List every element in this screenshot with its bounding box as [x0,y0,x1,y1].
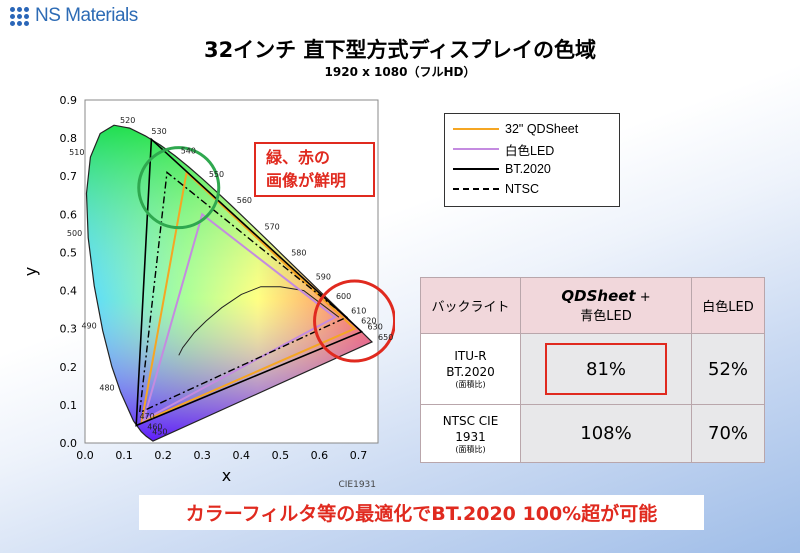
source-label: CIE1931 [338,480,376,490]
row-label-note: (面積比) [455,444,486,454]
wavelength-label: 500 [67,229,82,238]
logo-text: NS Materials [35,5,138,26]
callout-line-2: 画像が鮮明 [266,171,347,190]
row-label-line1: NTSC CIE [442,413,499,428]
row-label-line1: ITU-R [454,349,487,364]
cell-value: 81% [586,358,627,380]
red-highlight-circle [313,279,395,363]
table-header-backlight: バックライト [420,277,521,334]
highlight-box: 81% [545,343,668,396]
y-tick-label: 0.6 [60,208,78,221]
page-title: 32インチ 直下型方式ディスプレイの色域 [203,38,597,62]
legend-item-qdsheet: 32" QDSheet [453,119,619,139]
y-tick-label: 0.5 [60,246,78,259]
qdsheet-plus: + [635,290,651,305]
legend-swatch-ntsc [453,188,499,190]
wavelength-label: 630 [368,323,383,332]
y-tick-label: 0.3 [60,323,78,336]
gamut-ntsc [138,171,349,414]
logo-mark-icon [10,6,29,26]
wavelength-label: 650 [378,333,393,342]
wavelength-label: 450 [152,427,167,436]
wavelength-label: 530 [151,127,166,136]
row-label-line2: 1931 [455,429,486,444]
table-header-row: バックライト QDSheet + 青色LED 白色LED [420,277,765,334]
legend-swatch-qdsheet [453,128,499,130]
wavelength-label: 520 [120,116,135,125]
callout-line-1: 緑、赤の [266,148,331,167]
cell-led-bt2020: 52% [691,332,765,406]
row-label-ntsc: NTSC CIE 1931 (面積比) [420,404,521,463]
legend-label-bt2020: BT.2020 [505,162,551,176]
wavelength-label: 570 [264,223,279,232]
legend-item-white-led: 白色LED [453,139,619,159]
wavelength-label: 610 [351,307,366,316]
x-tick-label: 0.3 [193,449,211,462]
callout-box: 緑、赤の 画像が鮮明 [254,142,375,197]
x-tick-label: 0.5 [272,449,290,462]
company-logo: NS Materials [10,4,138,28]
cell-qd-ntsc: 108% [519,404,693,463]
x-tick-label: 0.7 [350,449,368,462]
legend-swatch-white-led [453,148,499,150]
row-label-line2: BT.2020 [446,365,495,380]
spectral-locus-outline [85,124,374,442]
wavelength-label: 540 [181,147,196,156]
gamut-bt2020 [135,137,364,427]
cell-qd-bt2020: 81% [519,332,693,406]
x-tick-label: 0.4 [233,449,251,462]
table-header-qdsheet: QDSheet + 青色LED [519,277,693,334]
table-header-white-led: 白色LED [691,277,765,334]
qdsheet-blue-led: 青色LED [580,309,632,324]
y-tick-label: 0.0 [60,437,78,450]
x-tick-label: 0.2 [154,449,172,462]
wavelength-label: 490 [81,322,96,331]
chart-legend: 32" QDSheet 白色LED BT.2020 NTSC [444,113,620,207]
table-row: ITU-R BT.2020 (面積比) 81% 52% [420,332,765,406]
wavelength-label: 470 [139,412,154,421]
table-row: NTSC CIE 1931 (面積比) 108% 70% [420,404,765,463]
y-tick-label: 0.1 [60,399,78,412]
legend-label-ntsc: NTSC [505,182,540,196]
y-tick-label: 0.4 [60,285,78,298]
green-highlight-circle [137,146,221,230]
qdsheet-brand: QDSheet [561,287,636,305]
y-tick-label: 0.2 [60,361,78,374]
legend-swatch-bt2020 [453,168,499,170]
wavelength-label: 560 [237,196,252,205]
page-subtitle: 1920 x 1080（フルHD） [324,65,476,79]
wavelength-label: 480 [99,383,114,392]
legend-item-bt2020: BT.2020 [453,159,619,179]
wavelength-label: 550 [209,170,224,179]
legend-label-qdsheet: 32" QDSheet [505,122,579,136]
comparison-table: バックライト QDSheet + 青色LED 白色LED ITU-R BT.20… [420,277,765,463]
x-axis-label: x [222,466,231,485]
row-label-bt2020: ITU-R BT.2020 (面積比) [420,332,521,406]
wavelength-label: 590 [316,272,331,281]
x-tick-label: 0.0 [76,449,94,462]
y-axis-label: y [21,267,40,276]
y-tick-label: 0.7 [60,170,78,183]
wavelength-label: 580 [291,249,306,258]
conclusion-banner: カラーフィルタ等の最適化でBT.2020 100%超が可能 [139,495,704,530]
row-label-note: (面積比) [455,380,486,390]
y-tick-label: 0.8 [60,132,78,145]
y-tick-label: 0.9 [60,94,78,107]
planckian-locus [178,286,340,356]
legend-item-ntsc: NTSC [453,179,619,199]
legend-label-white-led: 白色LED [505,143,555,158]
gamut-qdsheet [140,170,357,424]
spectral-locus-shade [86,125,372,442]
wavelength-label: 460 [147,423,162,432]
gamut-white-led [141,212,337,423]
x-tick-label: 0.1 [115,449,133,462]
wavelength-label: 620 [361,317,376,326]
x-tick-label: 0.6 [311,449,329,462]
cell-led-ntsc: 70% [691,404,765,463]
wavelength-label: 510 [69,148,84,157]
wavelength-label: 600 [336,292,351,301]
